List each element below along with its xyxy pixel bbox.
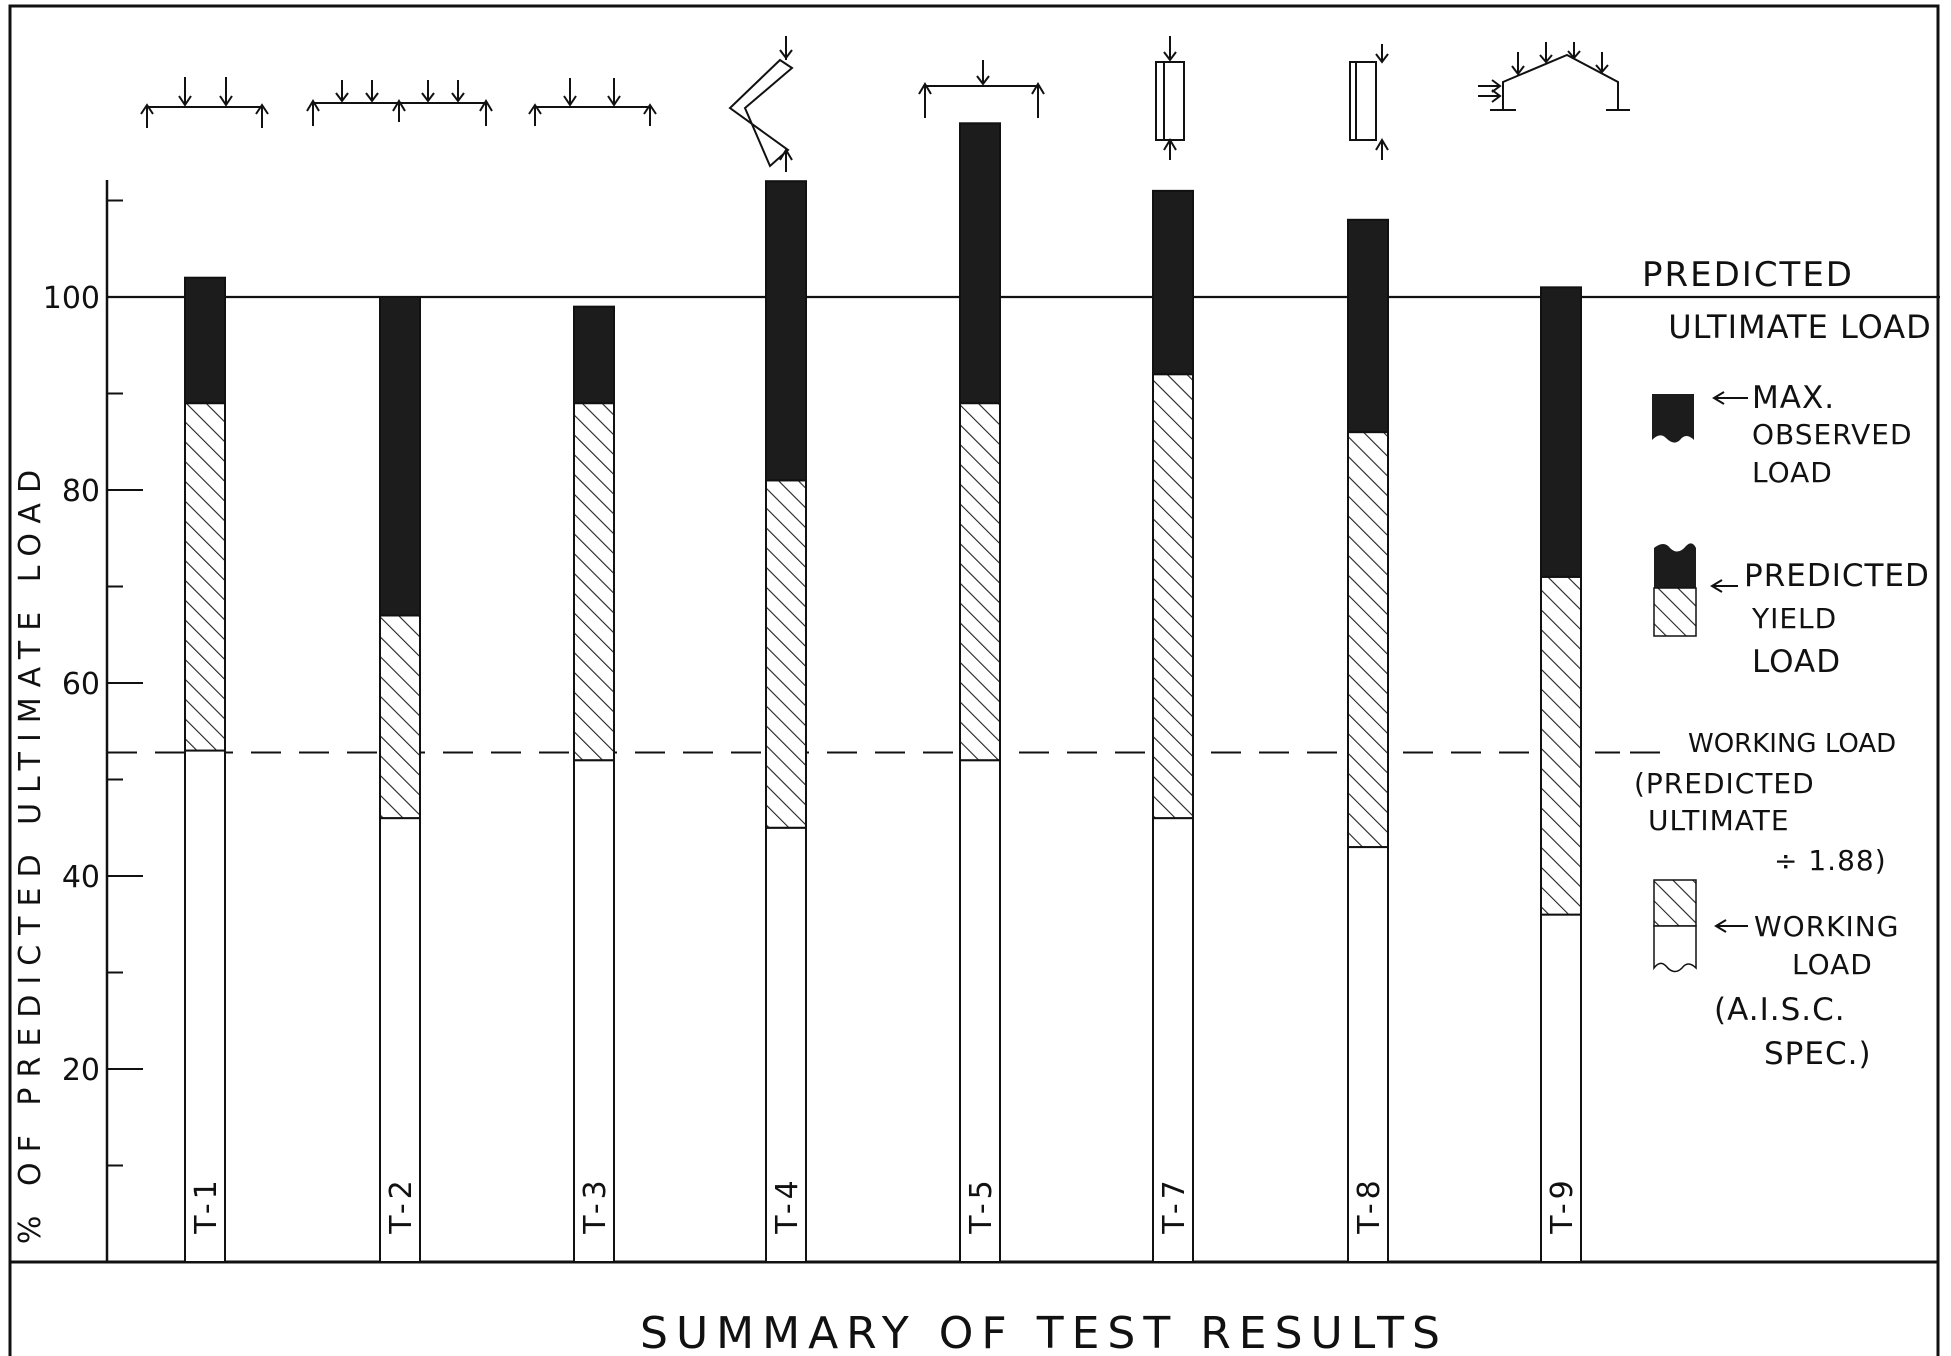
bar-label: T-4 bbox=[770, 1176, 805, 1234]
bar-predicted-yield bbox=[1152, 373, 1194, 820]
bar-label: T-9 bbox=[1545, 1176, 1580, 1234]
bar-group-t-8 bbox=[1347, 218, 1389, 1263]
y-tick-label: 60 bbox=[62, 667, 100, 702]
working-load-label-line2: (PREDICTED bbox=[1634, 767, 1815, 800]
legend-working-load: WORKING LOAD (A.I.S.C. SPEC.) bbox=[1653, 879, 1899, 1072]
predicted-ultimate-label-line1: PREDICTED bbox=[1642, 255, 1854, 295]
bar-predicted-yield bbox=[1347, 431, 1389, 849]
legend-working-line2: LOAD bbox=[1792, 948, 1873, 981]
legend-working-line4: SPEC.) bbox=[1764, 1036, 1872, 1072]
drawing-border bbox=[8, 4, 1940, 1356]
four-point-continuous-beam-icon bbox=[306, 80, 493, 126]
two-point-loaded-beam-icon bbox=[528, 78, 657, 126]
legend-max-observed: MAX. OBSERVED LOAD bbox=[1652, 380, 1913, 489]
legend-max-observed-line2: OBSERVED bbox=[1752, 418, 1913, 451]
bar-max-observed bbox=[765, 180, 807, 482]
bar-predicted-yield bbox=[765, 479, 807, 829]
eccentric-column-icon bbox=[1349, 44, 1389, 160]
legend-predicted-yield-line1: PREDICTED bbox=[1744, 558, 1930, 594]
bar-max-observed bbox=[1347, 218, 1389, 434]
bar-category-labels: T-1 T-2 T-3 T-4 T-5 T-7 T-8 T-9 bbox=[189, 1176, 1580, 1234]
bar-max-observed bbox=[573, 305, 615, 405]
bar-working-load bbox=[184, 749, 226, 1263]
single-point-loaded-beam-icon bbox=[918, 60, 1045, 118]
bar-group-t-7 bbox=[1152, 189, 1194, 1263]
bar-group-t-1 bbox=[184, 276, 226, 1263]
legend-max-observed-line3: LOAD bbox=[1752, 456, 1833, 489]
legend-max-observed-swatch bbox=[1652, 394, 1694, 443]
working-load-label: WORKING LOAD (PREDICTED ULTIMATE ÷ 1.88) bbox=[1634, 729, 1896, 877]
y-axis-tick-labels: 20 40 60 80 100 bbox=[43, 281, 100, 1088]
two-point-loaded-beam-icon bbox=[140, 77, 269, 128]
knee-frame-icon bbox=[728, 36, 794, 172]
y-tick-label: 100 bbox=[43, 281, 100, 316]
y-tick-label: 80 bbox=[62, 474, 100, 509]
y-tick-label: 20 bbox=[62, 1053, 100, 1088]
bar-max-observed bbox=[184, 276, 226, 405]
bar-working-load bbox=[1152, 817, 1194, 1263]
bar-predicted-yield bbox=[379, 614, 421, 820]
bar-predicted-yield bbox=[184, 402, 226, 752]
bars bbox=[184, 122, 1582, 1263]
bar-predicted-yield bbox=[573, 402, 615, 762]
bar-group-t-4 bbox=[765, 180, 807, 1263]
legend-working-line1: WORKING bbox=[1754, 910, 1899, 943]
legend-predicted-yield-line2: YIELD bbox=[1751, 602, 1837, 635]
bar-group-t-5 bbox=[959, 122, 1001, 1263]
bar-max-observed bbox=[1540, 286, 1582, 578]
bar-label: T-8 bbox=[1352, 1176, 1387, 1234]
legend-predicted-yield-swatch-hatch bbox=[1653, 587, 1697, 637]
axially-loaded-column-icon bbox=[1155, 36, 1185, 160]
bar-max-observed bbox=[1152, 189, 1194, 376]
bar-working-load bbox=[1540, 913, 1582, 1263]
bar-group-t-2 bbox=[379, 296, 421, 1263]
legend-working-swatch-hatch bbox=[1653, 879, 1697, 927]
bar-label: T-5 bbox=[964, 1176, 999, 1234]
bar-label: T-1 bbox=[189, 1176, 224, 1234]
y-axis-label: % OF PREDICTED ULTIMATE LOAD bbox=[13, 460, 48, 1244]
bar-label: T-7 bbox=[1157, 1176, 1192, 1234]
legend-predicted-yield: PREDICTED YIELD LOAD bbox=[1653, 543, 1930, 680]
bar-predicted-yield bbox=[1540, 575, 1582, 916]
gabled-frame-icon bbox=[1478, 42, 1630, 111]
bar-group-t-3 bbox=[573, 305, 615, 1263]
bar-max-observed bbox=[379, 296, 421, 617]
legend-predicted-yield-line3: LOAD bbox=[1752, 644, 1841, 680]
working-load-label-line4: ÷ 1.88) bbox=[1774, 844, 1887, 877]
legend-predicted-yield-swatch-dark bbox=[1654, 543, 1696, 588]
working-load-label-line1: WORKING LOAD bbox=[1688, 729, 1896, 759]
legend-working-swatch-blank bbox=[1653, 925, 1697, 973]
bar-max-observed bbox=[959, 122, 1001, 405]
legend-max-observed-line1: MAX. bbox=[1752, 380, 1835, 416]
bar-working-load bbox=[1347, 846, 1389, 1263]
y-tick-label: 40 bbox=[62, 860, 100, 895]
y-axis-ticks bbox=[107, 199, 143, 1167]
predicted-ultimate-label-line2: ULTIMATE LOAD bbox=[1668, 308, 1932, 346]
bar-group-t-9 bbox=[1540, 286, 1582, 1263]
bar-working-load bbox=[573, 759, 615, 1263]
bar-predicted-yield bbox=[959, 402, 1001, 762]
legend-working-line3: (A.I.S.C. bbox=[1714, 992, 1846, 1028]
chart-title: SUMMARY OF TEST RESULTS bbox=[640, 1308, 1448, 1356]
working-load-label-line3: ULTIMATE bbox=[1648, 804, 1790, 837]
bar-label: T-2 bbox=[384, 1176, 419, 1234]
bar-label: T-3 bbox=[578, 1176, 613, 1234]
